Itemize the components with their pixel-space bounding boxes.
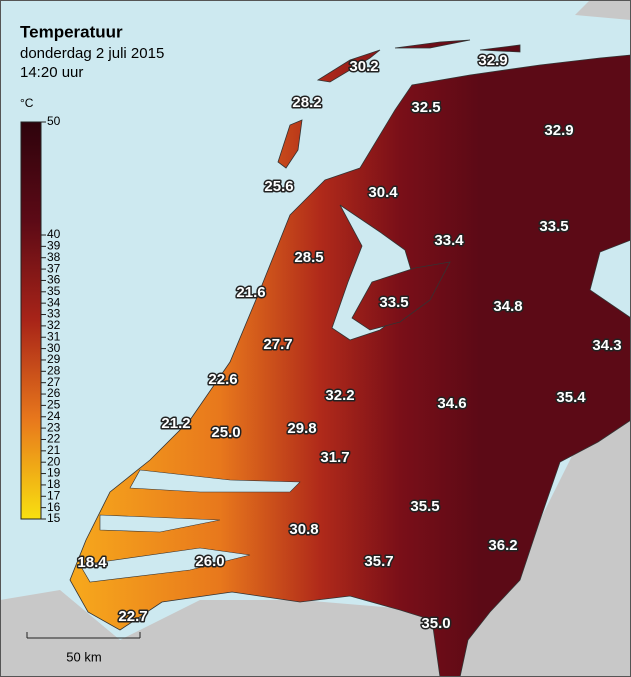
legend-tick-label: 17 <box>47 488 61 502</box>
station-temperature: 32.9 <box>478 52 507 69</box>
station-temperature: 26.0 <box>195 553 224 570</box>
island <box>277 119 303 169</box>
legend-tick-label: 27 <box>47 375 61 389</box>
station-temperature: 35.5 <box>410 498 439 515</box>
station-temperature: 30.8 <box>289 521 318 538</box>
legend-tick-label: 20 <box>47 454 61 468</box>
legend-tick-label: 39 <box>47 239 61 253</box>
station-temperature: 33.5 <box>539 218 568 235</box>
station-temperature: 32.5 <box>411 99 440 116</box>
legend-tick-label: 32 <box>47 318 61 332</box>
legend-unit: °C <box>20 96 34 110</box>
station-temperature: 36.2 <box>488 537 517 554</box>
legend-tick-label: 50 <box>47 114 61 128</box>
station-temperature: 30.2 <box>349 58 378 75</box>
station-temperature: 29.8 <box>287 420 316 437</box>
station-temperature: 28.5 <box>294 249 323 266</box>
station-temperature: 34.8 <box>493 298 522 315</box>
estuaries <box>79 469 301 583</box>
title: Temperatuur <box>20 22 123 41</box>
legend-tick-label: 21 <box>47 443 61 457</box>
station-temperature: 35.0 <box>421 615 450 632</box>
legend-tick-label: 40 <box>47 227 61 241</box>
station-temperature: 28.2 <box>292 94 321 111</box>
legend-tick-label: 18 <box>47 477 61 491</box>
station-temperature: 33.5 <box>379 294 408 311</box>
station-temperature: 35.4 <box>556 389 586 406</box>
station-temperature: 25.6 <box>264 178 293 195</box>
date: donderdag 2 juli 2015 <box>20 45 164 62</box>
legend-tick-label: 15 <box>47 511 61 525</box>
station-temperature: 18.4 <box>77 554 107 571</box>
station-temperature: 25.0 <box>211 424 240 441</box>
scale-label: 50 km <box>66 649 101 664</box>
station-temperature: 22.7 <box>118 608 147 625</box>
neighbour-land <box>575 0 631 20</box>
legend-tick-label: 31 <box>47 329 61 343</box>
legend-tick-label: 33 <box>47 307 61 321</box>
station-temperature: 35.7 <box>364 553 393 570</box>
legend-tick-label: 26 <box>47 386 61 400</box>
station-temperature: 22.6 <box>208 371 237 388</box>
legend-tick-label: 37 <box>47 261 61 275</box>
station-temperature: 31.7 <box>320 449 349 466</box>
flevoland <box>351 261 451 331</box>
legend-tick-label: 25 <box>47 398 61 412</box>
station-temperature: 33.4 <box>434 232 464 249</box>
legend-tick-label: 29 <box>47 352 61 366</box>
station-temperature: 34.3 <box>592 337 621 354</box>
legend-tick-label: 35 <box>47 284 61 298</box>
station-temperature: 32.9 <box>544 122 573 139</box>
legend-tick-label: 23 <box>47 420 61 434</box>
legend-tick-label: 34 <box>47 295 61 309</box>
station-temperature: 32.2 <box>325 387 354 404</box>
legend-tick-label: 30 <box>47 341 61 355</box>
legend-tick-label: 24 <box>47 409 61 423</box>
legend-tick-label: 38 <box>47 250 61 264</box>
legend-tick-label: 28 <box>47 363 61 377</box>
legend-tick-label: 22 <box>47 432 61 446</box>
station-temperature: 21.6 <box>236 284 265 301</box>
islands <box>316 39 521 83</box>
station-temperature: 30.4 <box>368 184 398 201</box>
station-temperature: 34.6 <box>437 395 466 412</box>
legend-tick-label: 16 <box>47 500 61 514</box>
station-temperature: 21.2 <box>161 415 190 432</box>
legend-tick-label: 19 <box>47 466 61 480</box>
legend-tick-label: 36 <box>47 273 61 287</box>
time: 14:20 uur <box>20 64 83 81</box>
colorbar <box>20 121 42 520</box>
station-temperature: 27.7 <box>263 336 292 353</box>
